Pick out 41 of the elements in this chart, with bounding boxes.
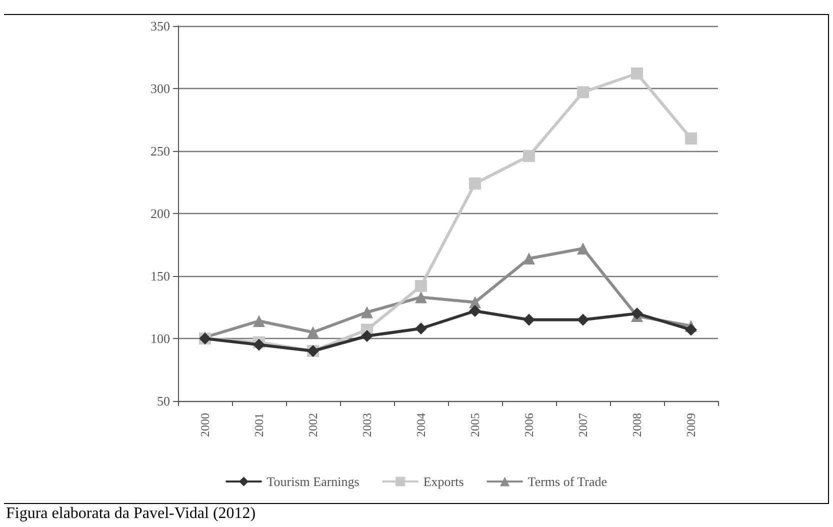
point: [523, 314, 535, 326]
legend-label: Exports: [423, 474, 464, 489]
point: [631, 308, 643, 320]
x-tick-label: 2000: [198, 413, 212, 437]
y-tick-label: 100: [150, 331, 170, 346]
point: [253, 315, 265, 327]
point: [361, 306, 373, 318]
y-tick-label: 200: [150, 206, 170, 221]
point: [685, 324, 697, 336]
x-tick-label: 2006: [522, 413, 536, 437]
y-tick-label: 300: [150, 81, 170, 96]
point: [523, 150, 535, 162]
point: [361, 330, 373, 342]
point: [415, 280, 427, 292]
x-tick-label: 2001: [252, 413, 266, 437]
x-tick-label: 2005: [468, 413, 482, 437]
text: Figura elaborata da Pavel-Vidal (2012): [6, 505, 256, 523]
y-tick-label: 250: [150, 144, 170, 158]
x-tick-label: 2004: [414, 413, 428, 437]
y-tick-label: 50: [157, 394, 170, 408]
point: [469, 178, 481, 190]
y-tick-label: 350: [150, 18, 170, 34]
x-tick-label: 2003: [360, 413, 374, 437]
point: [469, 305, 481, 317]
point: [523, 252, 535, 264]
y-tick-label: 150: [150, 268, 170, 284]
x-tick-label: 2008: [630, 413, 644, 437]
x-tick-label: 2007: [576, 413, 590, 437]
legend-label: Terms of Trade: [528, 474, 608, 489]
x-tick-label: 2002: [306, 413, 320, 437]
point: [415, 322, 427, 334]
point: [577, 86, 589, 98]
point: [685, 132, 697, 144]
point: [631, 68, 643, 80]
legend-label: Tourism Earnings: [266, 474, 360, 489]
point: [253, 338, 265, 351]
point: [415, 291, 427, 304]
point: [577, 242, 589, 254]
x-tick-label: 2009: [684, 413, 698, 437]
point: [307, 326, 319, 338]
point: [577, 314, 589, 326]
